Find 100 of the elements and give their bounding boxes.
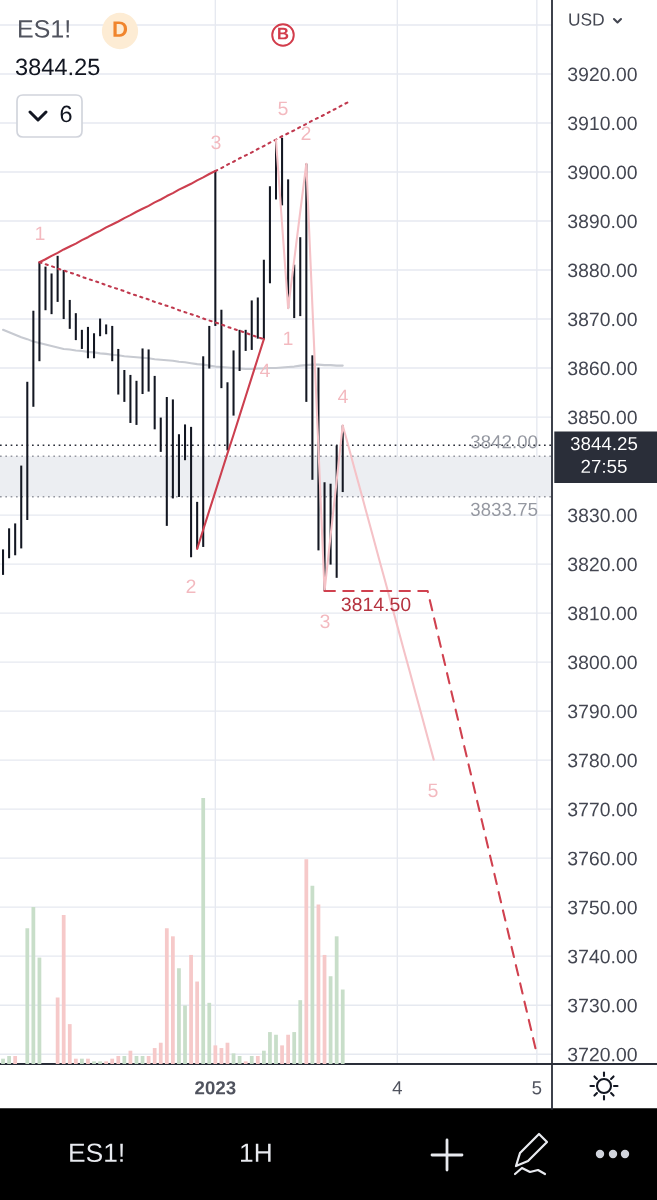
bar <box>177 968 181 1064</box>
bar <box>8 528 11 559</box>
y-tick-label: 3820.00 <box>568 557 637 572</box>
bar <box>129 374 132 423</box>
bar <box>86 1058 90 1064</box>
bar <box>117 348 120 395</box>
text: USD <box>569 13 604 26</box>
annotation: 1 <box>284 331 293 346</box>
bar <box>105 324 108 335</box>
y-tick-label: 3720.00 <box>568 1047 637 1062</box>
text: 27:55 <box>581 459 627 474</box>
x-tick-label: 4 <box>392 1081 402 1095</box>
y-tick-label: 3750.00 <box>568 900 637 915</box>
bar <box>299 237 302 317</box>
bar <box>298 1000 303 1064</box>
annotation: 3814.50 <box>341 597 411 612</box>
bar <box>116 1056 121 1064</box>
bar <box>202 356 205 547</box>
bar <box>256 297 259 339</box>
y-tick-label: 3810.00 <box>568 606 637 621</box>
bar <box>73 1058 78 1064</box>
bar <box>311 355 314 480</box>
y-tick-label: 3760.00 <box>568 851 637 866</box>
bar <box>110 1058 115 1064</box>
bar <box>111 325 114 362</box>
y-tick-label: 3900.00 <box>568 165 637 180</box>
bar <box>165 396 168 526</box>
bar <box>147 349 150 392</box>
bar <box>67 1024 72 1064</box>
y-tick-label: 3890.00 <box>568 214 637 229</box>
bar <box>44 266 47 311</box>
bar <box>177 434 180 497</box>
annotation: 2 <box>301 126 311 141</box>
bar <box>159 417 162 452</box>
bar <box>141 348 144 395</box>
y-tick-label: 3770.00 <box>568 802 637 817</box>
bar <box>292 1032 297 1064</box>
bar <box>195 981 200 1064</box>
text: 3844.25 <box>15 58 100 76</box>
annotation: 4 <box>338 389 348 404</box>
bar <box>201 798 206 1064</box>
bar <box>340 989 345 1064</box>
bar <box>213 1045 218 1064</box>
bar <box>104 1061 109 1064</box>
bar <box>255 1056 260 1064</box>
bar <box>214 171 217 326</box>
y-tick-label: 3790.00 <box>568 704 637 719</box>
ref-line-label: 3833.75 <box>470 502 538 517</box>
bar <box>7 1056 11 1064</box>
bar <box>268 186 271 284</box>
bar <box>98 1061 102 1064</box>
bar <box>135 380 138 425</box>
ref-line-label: 3842.00 <box>470 435 538 449</box>
bar <box>334 936 339 1064</box>
x-tick-label: 2023 <box>195 1081 236 1095</box>
y-tick-label: 3860.00 <box>568 361 637 376</box>
bar <box>196 501 199 549</box>
bar <box>226 382 229 451</box>
annotation: D <box>113 21 128 37</box>
bar <box>152 1048 157 1064</box>
bar <box>20 465 23 549</box>
line-series <box>274 139 435 761</box>
bar <box>243 1061 248 1064</box>
annotation: B <box>278 27 289 40</box>
bar <box>281 137 284 206</box>
bar <box>99 318 102 337</box>
bar <box>250 300 253 350</box>
bar <box>261 1050 266 1064</box>
bar <box>31 907 36 1064</box>
text: ES1! <box>19 20 69 38</box>
bar <box>56 255 59 302</box>
bar <box>61 915 66 1064</box>
bar <box>50 273 53 315</box>
bar <box>268 1032 272 1064</box>
bar <box>171 399 174 499</box>
text: 1H <box>241 1143 271 1162</box>
annotation: 5 <box>278 101 288 116</box>
y-tick-label: 3850.00 <box>568 410 637 425</box>
bar <box>164 928 169 1064</box>
ref-line-label: 3844.25 <box>570 437 638 451</box>
bar <box>249 1056 254 1064</box>
annotation: 1 <box>36 226 45 241</box>
bar <box>171 936 175 1064</box>
bar <box>183 424 187 461</box>
bar <box>80 329 83 349</box>
y-tick-label: 3870.00 <box>568 312 637 327</box>
bar <box>92 333 96 359</box>
annotation: 4 <box>260 363 270 378</box>
bar <box>14 523 17 556</box>
bar <box>86 326 89 359</box>
bar <box>2 549 5 575</box>
y-tick-label: 3920.00 <box>568 67 637 82</box>
y-tick-label: 3730.00 <box>568 998 637 1013</box>
bar <box>244 329 247 351</box>
bar <box>1 1058 5 1064</box>
y-tick-label: 3910.00 <box>568 116 637 131</box>
annotation: 5 <box>428 783 438 798</box>
bar <box>274 1034 278 1064</box>
bar <box>80 1058 84 1064</box>
bar <box>190 426 193 558</box>
